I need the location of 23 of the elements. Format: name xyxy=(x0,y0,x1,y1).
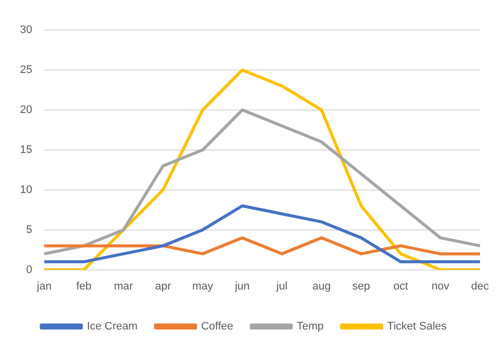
legend-label: Ice Cream xyxy=(86,320,138,333)
y-tick-label: 20 xyxy=(20,104,32,116)
x-tick-label: oct xyxy=(393,280,408,292)
x-tick-label: mar xyxy=(114,280,134,292)
x-tick-label: feb xyxy=(76,280,92,292)
y-tick-label: 15 xyxy=(20,144,32,156)
y-tick-label: 10 xyxy=(20,184,32,196)
legend-label: Ticket Sales xyxy=(387,320,448,333)
x-tick-label: dec xyxy=(471,280,490,292)
y-tick-label: 25 xyxy=(20,64,32,76)
x-tick-label: jan xyxy=(36,280,52,292)
legend-label: Coffee xyxy=(201,320,234,333)
x-tick-label: jul xyxy=(275,280,288,292)
x-tick-label: nov xyxy=(432,280,450,292)
x-tick-label: may xyxy=(192,280,214,292)
x-tick-label: jun xyxy=(234,280,250,292)
y-tick-label: 0 xyxy=(26,264,32,276)
x-tick-label: sep xyxy=(352,280,370,292)
legend-label: Temp xyxy=(296,320,324,333)
y-tick-label: 30 xyxy=(20,24,32,36)
x-tick-label: apr xyxy=(155,280,172,292)
y-tick-label: 5 xyxy=(26,224,32,236)
x-tick-label: aug xyxy=(312,280,331,292)
